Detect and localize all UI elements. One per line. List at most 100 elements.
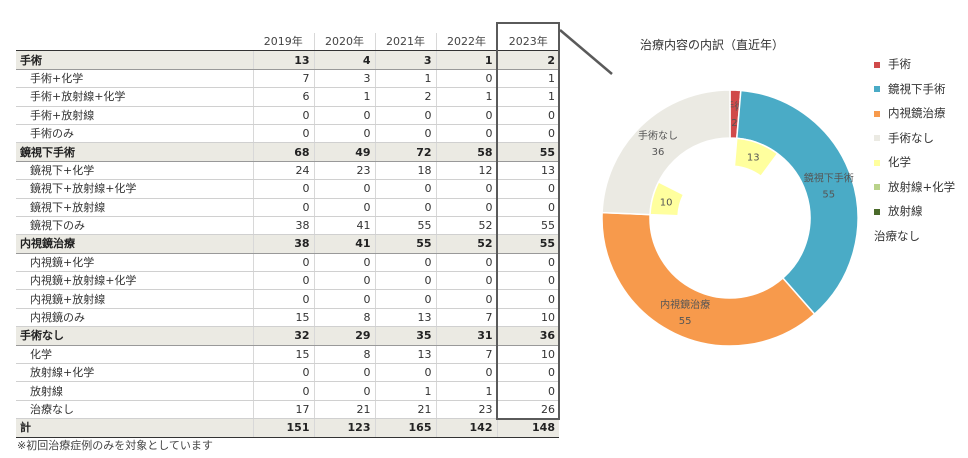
cell-value: 1 (436, 50, 498, 70)
row-label: 放射線 (16, 381, 254, 401)
cell-value: 0 (375, 363, 437, 383)
cell-value: 0 (497, 289, 559, 309)
legend-label: 治療なし (874, 228, 920, 243)
statistics-table: 2019年 2020年 2021年 2022年 2023年 手術 13 4 3 1 2 手術+化学 7… (16, 33, 559, 438)
row-label: 放射線+化学 (16, 363, 254, 383)
table-row: 鏡視下のみ 38 41 55 52 55 (16, 216, 559, 236)
cell-value: 0 (436, 179, 498, 199)
table-row: 内視鏡+放射線 0 0 0 0 0 (16, 289, 559, 309)
cell-value: 8 (314, 345, 376, 365)
cell-value: 8 (314, 308, 376, 328)
cell-value: 0 (253, 381, 315, 401)
legend-label: 内視鏡治療 (888, 106, 946, 120)
cell-value: 10 (497, 308, 559, 328)
year-header: 2019年 (253, 33, 315, 52)
cell-value: 0 (314, 363, 376, 383)
cell-value: 1 (314, 87, 376, 107)
row-label: 手術なし (16, 326, 254, 346)
legend-item: 放射線+化学 (874, 179, 955, 204)
cell-value: 23 (314, 161, 376, 181)
table-row: 化学 15 8 13 7 10 (16, 345, 559, 365)
cell-value: 23 (436, 400, 498, 420)
row-label: 内視鏡+放射線+化学 (16, 271, 254, 291)
legend-swatch (874, 110, 880, 117)
cell-value: 55 (375, 234, 437, 254)
cell-value: 0 (497, 253, 559, 273)
row-label: 手術+放射線 (16, 106, 254, 125)
cell-value: 0 (314, 124, 376, 144)
cell-value: 0 (436, 363, 498, 383)
cell-value: 0 (253, 253, 315, 273)
table-group-row: 手術なし 32 29 35 31 36 (16, 326, 559, 346)
cell-value: 0 (314, 271, 376, 291)
cell-value: 165 (375, 418, 437, 438)
cell-value: 1 (436, 87, 498, 107)
cell-value: 72 (375, 142, 437, 162)
outer-ring-slice (735, 89, 859, 316)
table-row: 手術+放射線 0 0 0 0 0 (16, 106, 559, 125)
table-row: 内視鏡+化学 0 0 0 0 0 (16, 253, 559, 273)
table-row: 手術+放射線+化学 6 1 2 1 1 (16, 87, 559, 107)
cell-value: 58 (436, 142, 498, 162)
cell-value: 142 (436, 418, 498, 438)
cell-value: 1 (436, 381, 498, 401)
cell-value: 0 (436, 106, 498, 125)
cell-value: 4 (314, 50, 376, 70)
cell-value: 2 (375, 87, 437, 107)
cell-value: 15 (253, 308, 315, 328)
cell-value: 0 (375, 253, 437, 273)
cell-value: 18 (375, 161, 437, 181)
legend-label: 化学 (888, 155, 911, 169)
table-row: 鏡視下+放射線+化学 0 0 0 0 0 (16, 179, 559, 199)
cell-value: 0 (497, 271, 559, 291)
legend-item: 治療なし (874, 228, 955, 253)
cell-value: 29 (314, 326, 376, 346)
cell-value: 0 (314, 253, 376, 273)
cell-value: 0 (375, 124, 437, 144)
cell-value: 0 (253, 271, 315, 291)
cell-value: 0 (253, 198, 315, 217)
legend-swatch (874, 135, 880, 141)
cell-value: 0 (314, 179, 376, 199)
header-blank (16, 33, 253, 52)
table-row: 放射線 0 0 1 1 0 (16, 381, 559, 401)
cell-value: 49 (314, 142, 376, 162)
year-header: 2020年 (314, 33, 376, 52)
chart-legend: 手術 鏡視下手術 内視鏡治療 手術なし 化学 放射線+化学 放射線 治療なし (874, 56, 955, 252)
cell-value: 3 (314, 69, 376, 89)
legend-label: 放射線+化学 (888, 179, 956, 194)
legend-label: 鏡視下手術 (888, 81, 946, 96)
row-label: 手術+化学 (16, 69, 254, 89)
cell-value: 0 (314, 198, 376, 217)
cell-value: 6 (253, 87, 315, 107)
outer-ring-value-label: 2 (731, 118, 737, 129)
cell-value: 1 (375, 69, 437, 89)
cell-value: 0 (314, 289, 376, 309)
cell-value: 0 (497, 198, 559, 217)
cell-value: 13 (375, 345, 437, 365)
row-label: 内視鏡治療 (16, 234, 254, 254)
cell-value: 35 (375, 326, 437, 346)
table-row: 鏡視下+放射線 0 0 0 0 0 (16, 198, 559, 217)
legend-swatch (874, 184, 880, 190)
table-row: 手術のみ 0 0 0 0 0 (16, 124, 559, 144)
cell-value: 7 (436, 345, 498, 365)
row-label: 手術のみ (16, 124, 254, 144)
legend-swatch (874, 159, 880, 166)
cell-value: 151 (253, 418, 315, 438)
cell-value: 0 (253, 363, 315, 383)
cell-value: 0 (314, 381, 376, 401)
row-label: 鏡視下+放射線 (16, 198, 254, 217)
legend-item: 放射線 (874, 203, 955, 228)
cell-value: 0 (497, 106, 559, 125)
cell-value: 13 (253, 50, 315, 70)
row-label: 内視鏡のみ (16, 308, 254, 328)
row-label: 手術+放射線+化学 (16, 87, 254, 107)
cell-value: 0 (497, 124, 559, 144)
legend-item: 鏡視下手術 (874, 81, 955, 106)
cell-value: 38 (253, 234, 315, 254)
cell-value: 26 (497, 400, 559, 420)
cell-value: 0 (253, 124, 315, 144)
cell-value: 32 (253, 326, 315, 346)
